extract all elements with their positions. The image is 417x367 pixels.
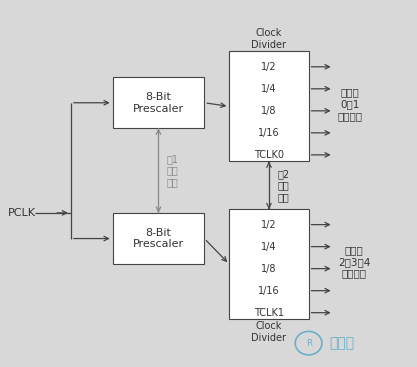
Text: 定时器
0、1
工作时钟: 定时器 0、1 工作时钟 — [338, 88, 363, 121]
Text: 8-Bit
Prescaler: 8-Bit Prescaler — [133, 92, 184, 113]
Text: 1/16: 1/16 — [258, 128, 280, 138]
Bar — [229, 209, 309, 319]
Text: Clock
Divider: Clock Divider — [251, 321, 286, 343]
Bar — [113, 77, 204, 128]
Text: 1/2: 1/2 — [261, 62, 277, 72]
Text: 1/8: 1/8 — [261, 264, 277, 274]
Text: 1/4: 1/4 — [261, 84, 277, 94]
Text: 8-Bit
Prescaler: 8-Bit Prescaler — [133, 228, 184, 249]
Bar — [229, 51, 309, 161]
Text: PCLK: PCLK — [8, 208, 36, 218]
Text: 1/16: 1/16 — [258, 286, 280, 296]
Text: TCLK0: TCLK0 — [254, 150, 284, 160]
Text: 1/8: 1/8 — [261, 106, 277, 116]
Text: 1/2: 1/2 — [261, 219, 277, 230]
Bar — [113, 213, 204, 264]
Text: R: R — [306, 339, 311, 348]
Text: TCLK1: TCLK1 — [254, 308, 284, 318]
Text: 第2
级分
频器: 第2 级分 频器 — [277, 169, 289, 202]
Text: 1/4: 1/4 — [261, 241, 277, 252]
Text: 第1
级分
频器: 第1 级分 频器 — [167, 154, 179, 187]
Text: Clock
Divider: Clock Divider — [251, 28, 286, 50]
Text: 日月辰: 日月辰 — [329, 336, 354, 350]
Text: 定时器
2、3、4
工作时钟: 定时器 2、3、4 工作时钟 — [338, 246, 370, 279]
